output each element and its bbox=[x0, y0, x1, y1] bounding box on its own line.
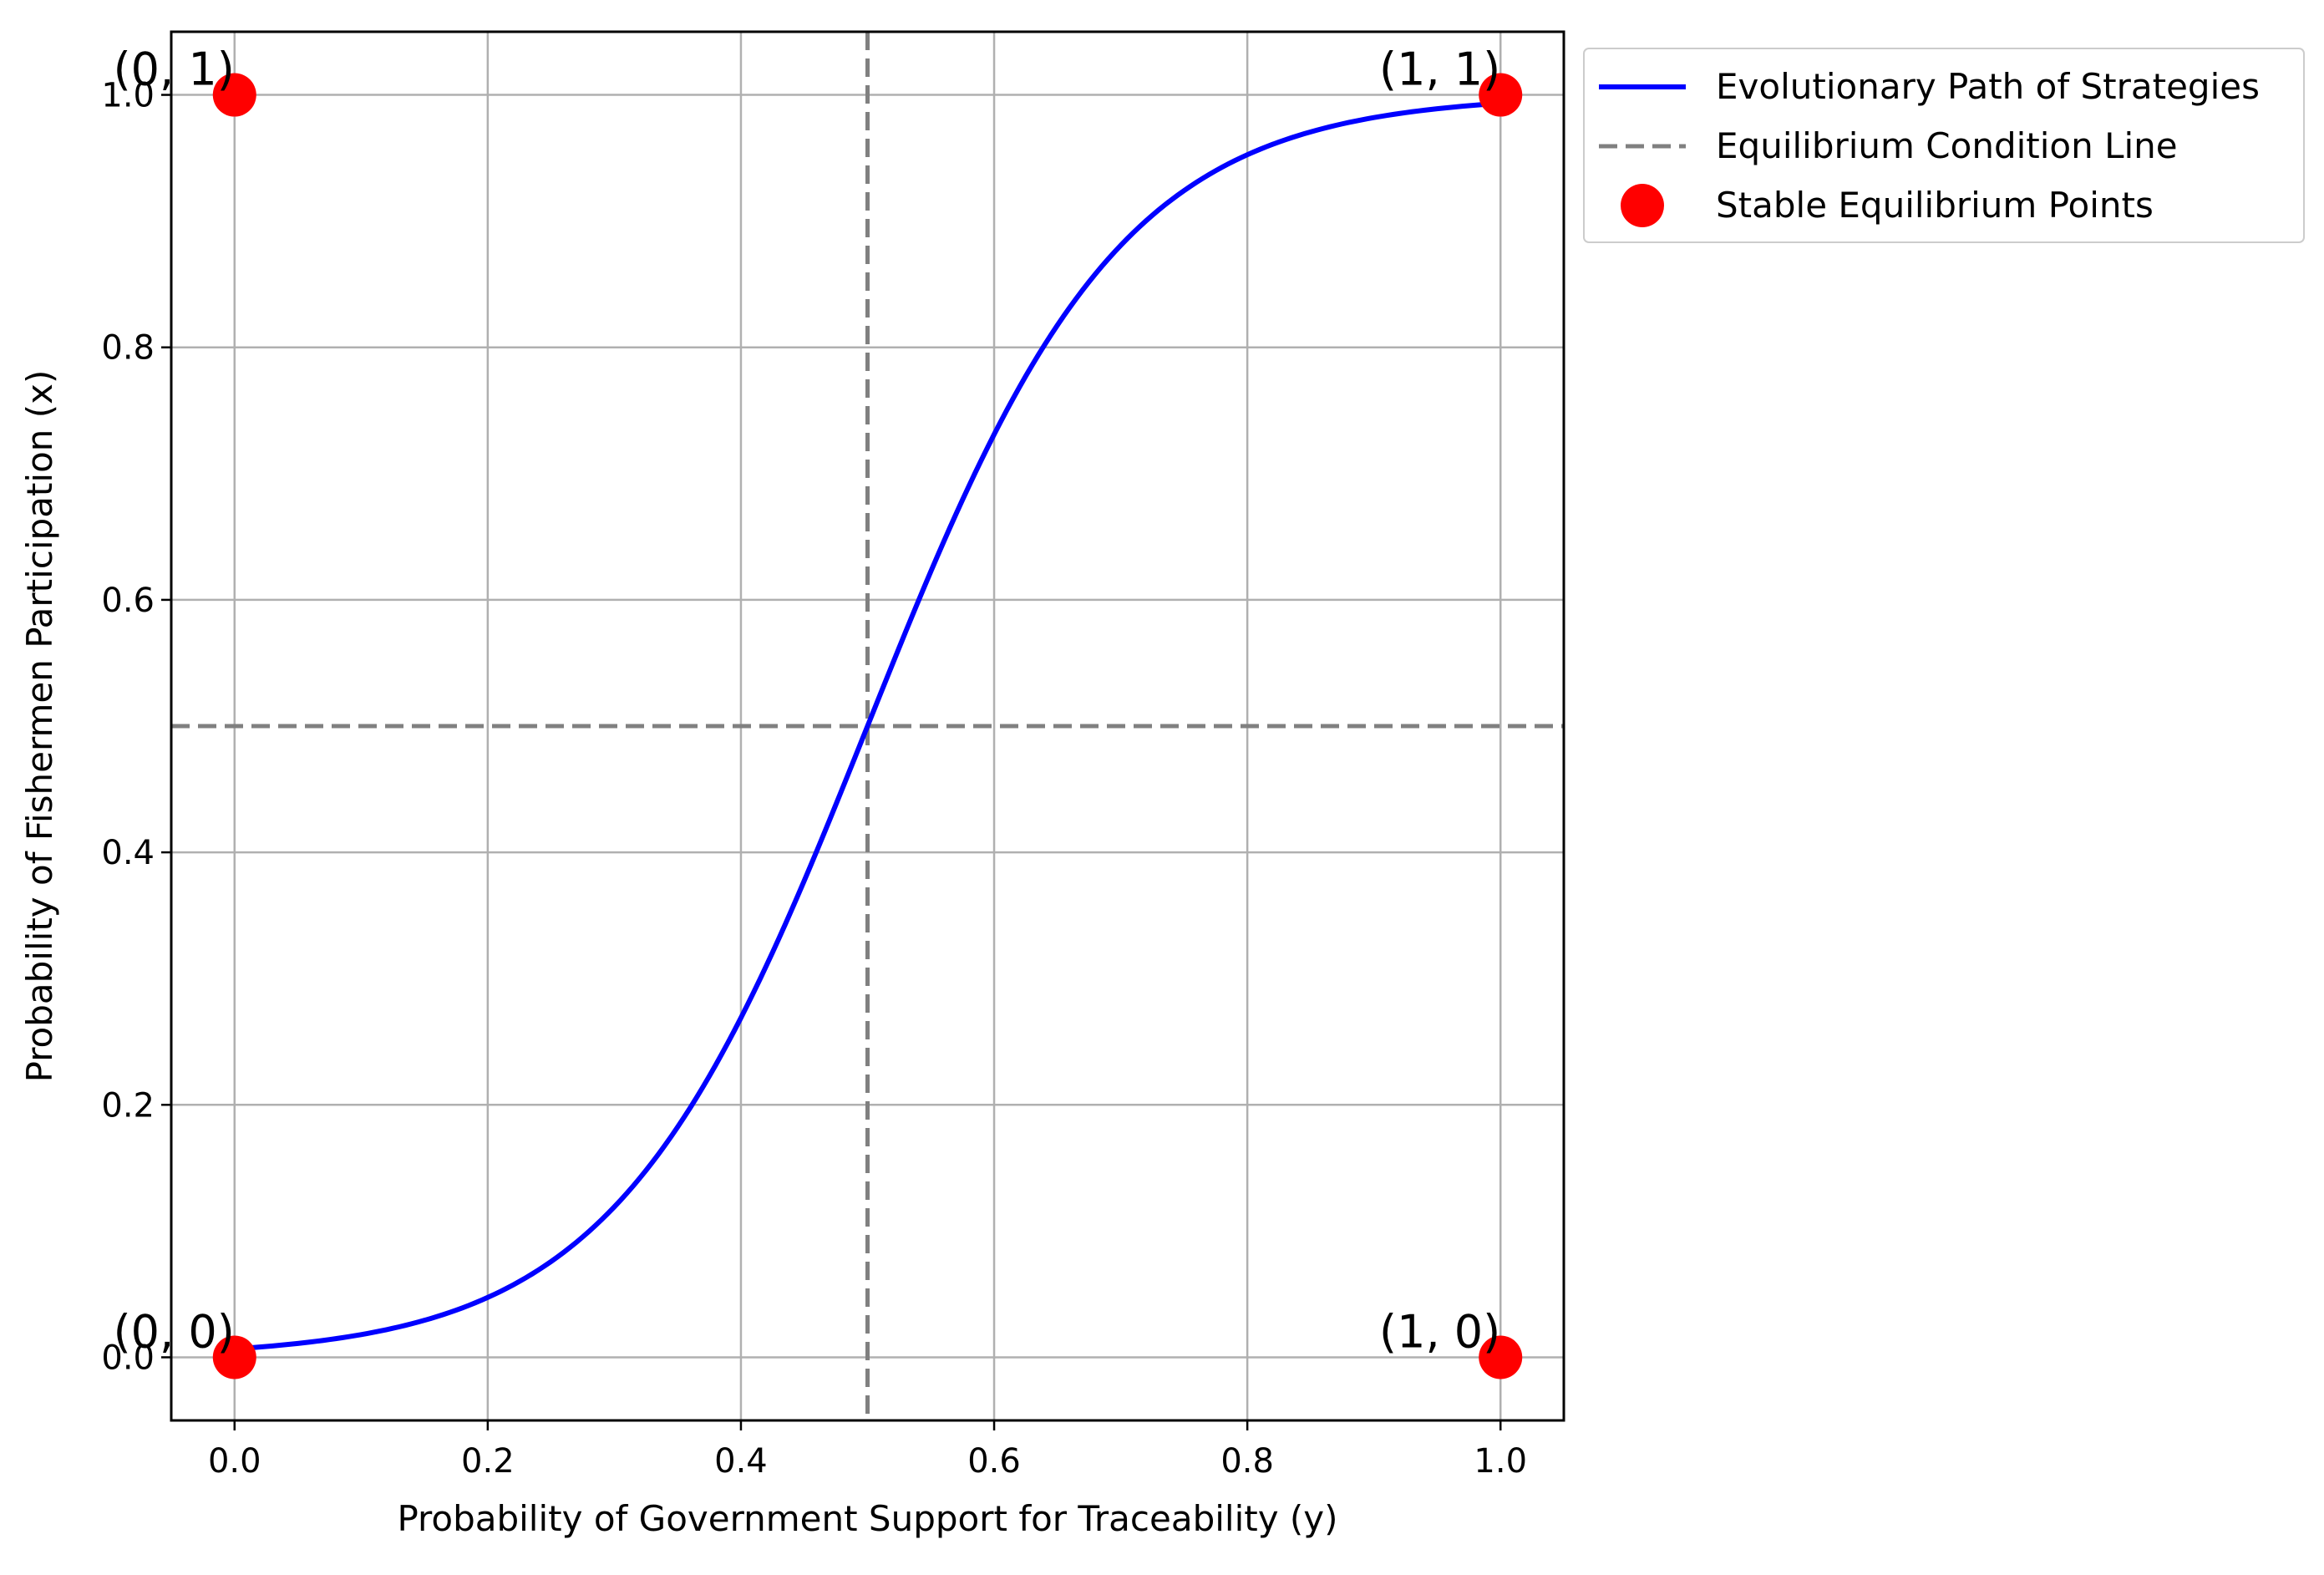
line-layer bbox=[234, 100, 1501, 1352]
evolutionary-path-line bbox=[234, 100, 1501, 1352]
x-axis-label: Probability of Government Support for Tr… bbox=[397, 1498, 1337, 1539]
x-tick-label: 0.4 bbox=[714, 1442, 768, 1481]
point-layer: (0, 0) (0, 1) (1, 0) (1, 1) bbox=[114, 43, 1523, 1379]
x-tick-label: 0.2 bbox=[461, 1442, 515, 1481]
y-tick-label: 0.6 bbox=[101, 582, 155, 620]
legend-entry-evolutionary-path: Evolutionary Path of Strategies bbox=[1716, 66, 2260, 107]
y-tick-label: 1.0 bbox=[101, 77, 155, 115]
legend-entry-stable-points: Stable Equilibrium Points bbox=[1716, 185, 2154, 226]
plot-frame bbox=[170, 30, 1565, 1422]
x-tick-label: 0.0 bbox=[208, 1442, 261, 1481]
equilibrium-point-label: (1, 0) bbox=[1379, 1305, 1500, 1358]
y-tick-label: 0.0 bbox=[101, 1339, 155, 1377]
x-tick-label: 0.6 bbox=[967, 1442, 1021, 1481]
equilibrium-point bbox=[1479, 1335, 1523, 1379]
equilibrium-point-label: (0, 0) bbox=[114, 1305, 235, 1358]
legend-dot-swatch bbox=[1621, 184, 1664, 227]
y-axis-label: Probability of Fishermen Participation (… bbox=[19, 370, 60, 1083]
x-tick-label: 1.0 bbox=[1474, 1442, 1527, 1481]
legend-entry-equilibrium-line: Equilibrium Condition Line bbox=[1716, 125, 2178, 166]
legend-box bbox=[1583, 48, 2305, 243]
equilibrium-point-label: (0, 1) bbox=[114, 43, 235, 96]
legend: Evolutionary Path of Strategies Equilibr… bbox=[1583, 48, 2305, 243]
y-tick-label: 0.8 bbox=[101, 329, 155, 368]
equilibrium-point bbox=[1479, 73, 1523, 117]
y-tick-label: 0.2 bbox=[101, 1086, 155, 1125]
x-tick-label: 0.8 bbox=[1220, 1442, 1274, 1481]
equilibrium-point bbox=[212, 73, 256, 117]
equilibrium-point bbox=[212, 1335, 256, 1379]
tick-layer: 0.0 0.2 0.4 0.6 0.8 1.0 0.0 0.2 0.4 0.6 0.8 1.0 bbox=[101, 77, 1527, 1481]
equilibrium-point-label: (1, 1) bbox=[1379, 43, 1500, 96]
y-tick-label: 0.4 bbox=[101, 834, 155, 872]
